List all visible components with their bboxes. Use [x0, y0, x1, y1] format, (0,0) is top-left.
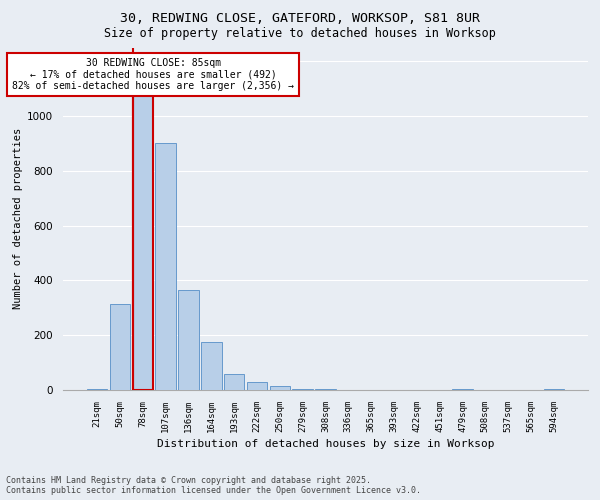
- Bar: [269, 386, 290, 390]
- Bar: [292, 389, 313, 390]
- Text: 30, REDWING CLOSE, GATEFORD, WORKSOP, S81 8UR: 30, REDWING CLOSE, GATEFORD, WORKSOP, S8…: [120, 12, 480, 26]
- Bar: [315, 389, 336, 390]
- Bar: [178, 290, 199, 390]
- Text: Size of property relative to detached houses in Worksop: Size of property relative to detached ho…: [104, 28, 496, 40]
- Bar: [155, 144, 176, 390]
- Bar: [110, 304, 130, 390]
- Bar: [87, 389, 107, 390]
- Y-axis label: Number of detached properties: Number of detached properties: [13, 128, 23, 310]
- X-axis label: Distribution of detached houses by size in Worksop: Distribution of detached houses by size …: [157, 439, 494, 449]
- Bar: [201, 342, 221, 390]
- Bar: [544, 389, 564, 390]
- Bar: [247, 382, 267, 390]
- Text: Contains HM Land Registry data © Crown copyright and database right 2025.
Contai: Contains HM Land Registry data © Crown c…: [6, 476, 421, 495]
- Text: 30 REDWING CLOSE: 85sqm
← 17% of detached houses are smaller (492)
82% of semi-d: 30 REDWING CLOSE: 85sqm ← 17% of detache…: [12, 58, 294, 91]
- Bar: [452, 389, 473, 390]
- Bar: [133, 94, 153, 390]
- Bar: [224, 374, 244, 390]
